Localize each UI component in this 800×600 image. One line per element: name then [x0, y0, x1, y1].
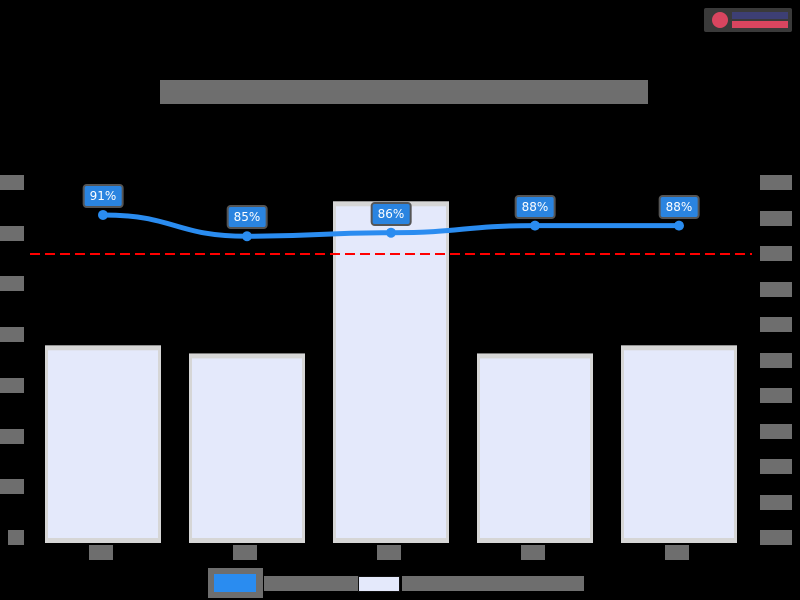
left-axis-tick-label [0, 276, 24, 292]
left-axis-tick-label [0, 428, 24, 444]
line-point [674, 220, 684, 231]
right-axis-tick-label [760, 210, 792, 226]
x-axis-tick-label [521, 545, 545, 560]
data-label: 88% [514, 194, 556, 219]
right-axis-tick-label [760, 530, 792, 545]
right-axis-tick-label [760, 352, 792, 368]
line-point [242, 231, 252, 242]
globe-icon [712, 12, 728, 28]
logo-text-line1 [732, 12, 788, 19]
right-axis-tick-label [760, 388, 792, 403]
bar [624, 350, 734, 538]
left-axis-tick-label [0, 479, 24, 495]
right-axis-tick-label [760, 175, 792, 190]
x-axis-tick-label [377, 545, 401, 560]
legend-label-line [264, 576, 358, 591]
left-axis-tick-label [0, 175, 24, 190]
chart-title [160, 80, 648, 104]
right-axis-tick-label [760, 246, 792, 261]
data-label: 91% [82, 183, 124, 208]
right-axis-tick-label [760, 281, 792, 297]
legend-label-bar [402, 576, 584, 591]
logo-text-line2 [732, 21, 788, 28]
left-axis-tick-label [0, 327, 24, 343]
bar [336, 206, 446, 539]
bar [192, 358, 302, 538]
data-label: 88% [658, 194, 700, 219]
x-axis-tick-label [233, 545, 257, 560]
data-label: 86% [370, 201, 412, 226]
bar [480, 358, 590, 538]
left-axis-tick-label [0, 225, 24, 241]
x-axis-tick-label [665, 545, 689, 560]
line-point [98, 209, 108, 220]
x-axis-tick-label [89, 545, 113, 560]
right-axis-tick-label [760, 459, 792, 474]
right-axis-tick-label [760, 494, 792, 510]
legend [208, 568, 584, 598]
data-label: 85% [226, 205, 268, 230]
line-point [386, 227, 396, 238]
right-axis-tick-label [760, 423, 792, 439]
legend-swatch-line [208, 568, 263, 598]
legend-swatch-bar [358, 576, 400, 592]
bar [48, 350, 158, 538]
right-axis-tick-label [760, 317, 792, 332]
left-axis-tick-label [0, 377, 24, 393]
line-point [530, 220, 540, 231]
left-axis-tick-label [8, 530, 24, 545]
brand-logo [704, 8, 792, 32]
